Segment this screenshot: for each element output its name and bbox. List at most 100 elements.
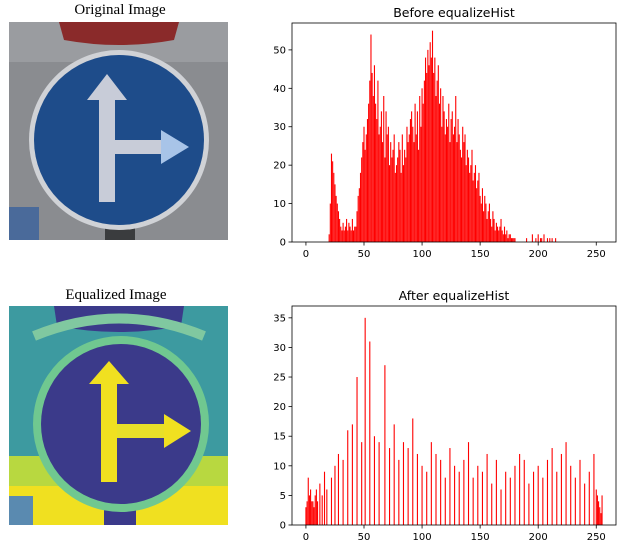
before-xtick-label: 100 [413, 249, 432, 260]
after-bar [599, 507, 601, 525]
after-bar [440, 459, 442, 525]
before-bar [507, 238, 509, 242]
after-bar [537, 465, 539, 525]
after-bar [319, 483, 321, 525]
after-bar [337, 453, 339, 525]
after-bar [472, 477, 474, 525]
before-bar [380, 111, 382, 243]
original-image-title: Original Image [74, 2, 166, 18]
before-bar [458, 134, 460, 242]
before-bar [470, 165, 472, 242]
after-bar [315, 489, 317, 525]
after-axes-frame [291, 305, 617, 526]
before-bar [413, 142, 415, 242]
before-bar [346, 218, 348, 242]
before-bar [479, 195, 481, 242]
before-bar [378, 134, 380, 242]
after-bar [373, 436, 375, 525]
before-bar [344, 226, 346, 242]
after-bar [321, 495, 323, 525]
before-bar [356, 211, 358, 242]
before-bar [398, 142, 400, 242]
before-xtick-label: 50 [358, 249, 371, 260]
before-bar [370, 34, 372, 242]
before-bar [546, 238, 549, 242]
before-bar [357, 195, 359, 242]
before-bar [497, 226, 499, 242]
before-bar [371, 72, 373, 242]
before-bar [485, 203, 487, 242]
before-bar [392, 149, 394, 242]
after-bar [407, 448, 409, 525]
before-bar [397, 157, 399, 242]
after-xtick-label: 200 [529, 532, 548, 543]
before-bar [347, 230, 349, 242]
before-bar [447, 126, 449, 242]
after-bar [491, 483, 493, 525]
before-bar [539, 238, 542, 242]
before-bar [543, 234, 545, 242]
before-bar [508, 234, 510, 242]
after-bar [570, 465, 572, 525]
before-bar [340, 226, 342, 242]
before-bar [373, 65, 375, 242]
before-bar [494, 230, 496, 242]
before-bar [457, 119, 459, 242]
after-bar [593, 453, 595, 525]
before-bar [385, 111, 387, 243]
before-bar [480, 203, 482, 242]
before-bar [450, 119, 452, 242]
before-bar [430, 57, 432, 242]
after-bar [454, 465, 456, 525]
before-bar [382, 142, 384, 242]
before-bar [440, 88, 442, 242]
before-bar [365, 134, 367, 242]
before-bar [461, 157, 463, 242]
after-bar [307, 477, 309, 525]
after-bar [463, 459, 465, 525]
before-bar [463, 142, 465, 242]
before-bar [411, 111, 413, 243]
after-bar [393, 424, 395, 525]
before-bar [406, 126, 408, 242]
before-bar [421, 88, 423, 242]
before-bar [487, 211, 489, 242]
after-xtick-label: 50 [358, 532, 371, 543]
before-bar [499, 226, 501, 242]
after-ytick-label: 15 [273, 432, 286, 443]
after-bar [565, 442, 567, 525]
after-bar [556, 471, 558, 525]
before-bar [339, 218, 341, 242]
after-bar [514, 465, 516, 525]
before-chart-title: Before equalizeHist [393, 5, 515, 20]
after-bar [305, 507, 307, 525]
after-bar [384, 365, 386, 525]
after-bar [519, 453, 521, 525]
before-bar [502, 234, 504, 242]
before-bar [404, 149, 406, 242]
before-bar [477, 180, 479, 242]
after-ytick-label: 25 [273, 373, 286, 384]
before-bar [364, 149, 366, 242]
before-bar [330, 153, 333, 242]
before-bar [449, 142, 451, 242]
before-bar [401, 134, 403, 242]
before-bar [509, 234, 511, 242]
after-xtick-label: 100 [413, 532, 432, 543]
before-bar [500, 218, 502, 242]
after-bar [584, 483, 586, 525]
after-bar [330, 477, 333, 525]
before-bar [375, 103, 377, 243]
after-bar [596, 495, 598, 525]
eq-arrow-icon [89, 361, 191, 482]
after-bar [361, 442, 363, 525]
after-ytick-label: 30 [273, 343, 286, 354]
before-bar [343, 230, 345, 242]
before-bar [503, 226, 506, 242]
after-bar [435, 453, 437, 525]
before-bar [419, 96, 421, 242]
before-bar [469, 172, 471, 242]
before-bar [451, 111, 453, 243]
before-ytick-label: 10 [273, 199, 286, 210]
before-bar [350, 230, 352, 242]
